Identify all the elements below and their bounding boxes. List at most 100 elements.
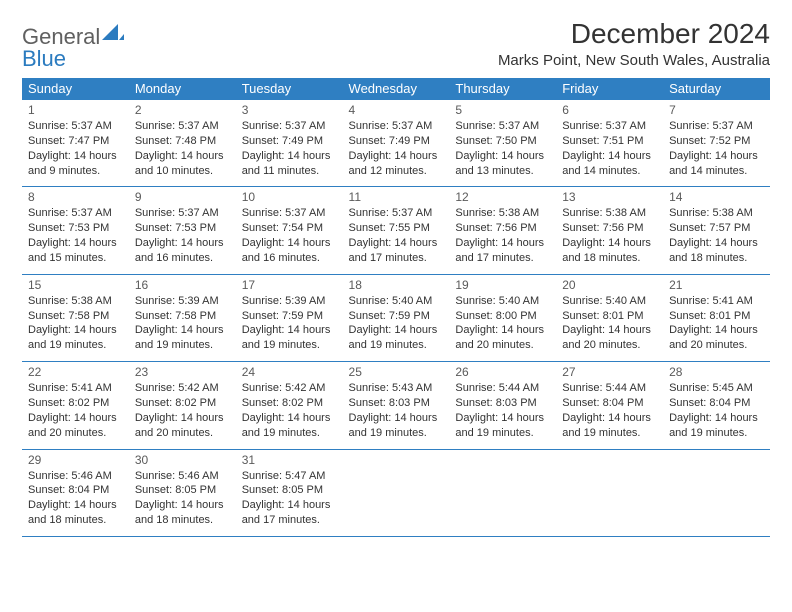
day-number: 16 xyxy=(135,278,230,292)
day-number: 31 xyxy=(242,453,337,467)
day-number: 22 xyxy=(28,365,123,379)
weekday-header: Sunday xyxy=(22,78,129,100)
calendar-week-row: 8 Sunrise: 5:37 AMSunset: 7:53 PMDaylight… xyxy=(22,187,770,274)
day-number: 10 xyxy=(242,190,337,204)
calendar-day-cell: 31 Sunrise: 5:47 AMSunset: 8:05 PMDayligh… xyxy=(236,449,343,536)
day-number: 29 xyxy=(28,453,123,467)
day-number: 7 xyxy=(669,103,764,117)
day-info: Sunrise: 5:37 AMSunset: 7:55 PMDaylight:… xyxy=(349,206,444,265)
day-number: 12 xyxy=(455,190,550,204)
day-number: 28 xyxy=(669,365,764,379)
day-number: 1 xyxy=(28,103,123,117)
day-number: 20 xyxy=(562,278,657,292)
day-number: 3 xyxy=(242,103,337,117)
calendar-day-cell xyxy=(556,449,663,536)
day-number: 26 xyxy=(455,365,550,379)
brand-part2: Blue xyxy=(22,46,66,71)
calendar-day-cell: 2Sunrise: 5:37 AMSunset: 7:48 PMDaylight… xyxy=(129,100,236,187)
day-number: 27 xyxy=(562,365,657,379)
calendar-day-cell: 4 Sunrise: 5:37 AMSunset: 7:49 PMDaylight… xyxy=(343,100,450,187)
day-info: Sunrise: 5:39 AMSunset: 7:59 PMDaylight:… xyxy=(242,294,337,353)
day-info: Sunrise: 5:40 AMSunset: 8:00 PMDaylight:… xyxy=(455,294,550,353)
day-number: 15 xyxy=(28,278,123,292)
day-info: Sunrise: 5:39 AMSunset: 7:58 PMDaylight:… xyxy=(135,294,230,353)
day-info: Sunrise: 5:46 AMSunset: 8:05 PMDaylight:… xyxy=(135,469,230,528)
day-info: Sunrise: 5:37 AMSunset: 7:49 PMDaylight:… xyxy=(242,119,337,178)
calendar-week-row: 1 Sunrise: 5:37 AMSunset: 7:47 PMDaylight… xyxy=(22,100,770,187)
calendar-week-row: 22 Sunrise: 5:41 AMSunset: 8:02 PMDayligh… xyxy=(22,362,770,449)
weekday-header: Monday xyxy=(129,78,236,100)
day-number: 6 xyxy=(562,103,657,117)
calendar-day-cell: 24Sunrise: 5:42 AMSunset: 8:02 PMDayligh… xyxy=(236,362,343,449)
weekday-header: Friday xyxy=(556,78,663,100)
day-number: 5 xyxy=(455,103,550,117)
day-info: Sunrise: 5:40 AMSunset: 8:01 PMDaylight:… xyxy=(562,294,657,353)
day-info: Sunrise: 5:44 AMSunset: 8:03 PMDaylight:… xyxy=(455,381,550,440)
calendar-day-cell: 28 Sunrise: 5:45 AMSunset: 8:04 PMDayligh… xyxy=(663,362,770,449)
day-info: Sunrise: 5:37 AMSunset: 7:49 PMDaylight:… xyxy=(349,119,444,178)
day-info: Sunrise: 5:43 AMSunset: 8:03 PMDaylight:… xyxy=(349,381,444,440)
calendar-day-cell xyxy=(343,449,450,536)
calendar-day-cell: 29Sunrise: 5:46 AMSunset: 8:04 PMDayligh… xyxy=(22,449,129,536)
calendar-day-cell: 25Sunrise: 5:43 AMSunset: 8:03 PMDayligh… xyxy=(343,362,450,449)
calendar-day-cell: 15 Sunrise: 5:38 AMSunset: 7:58 PMDayligh… xyxy=(22,274,129,361)
calendar-week-row: 15 Sunrise: 5:38 AMSunset: 7:58 PMDayligh… xyxy=(22,274,770,361)
day-number: 19 xyxy=(455,278,550,292)
day-info: Sunrise: 5:38 AMSunset: 7:56 PMDaylight:… xyxy=(455,206,550,265)
day-number: 14 xyxy=(669,190,764,204)
day-info: Sunrise: 5:40 AMSunset: 7:59 PMDaylight:… xyxy=(349,294,444,353)
day-number: 23 xyxy=(135,365,230,379)
brand-logo: General Blue xyxy=(22,18,124,70)
calendar-day-cell xyxy=(449,449,556,536)
calendar-day-cell: 11 Sunrise: 5:37 AMSunset: 7:55 PMDayligh… xyxy=(343,187,450,274)
day-info: Sunrise: 5:45 AMSunset: 8:04 PMDaylight:… xyxy=(669,381,764,440)
day-info: Sunrise: 5:37 AMSunset: 7:53 PMDaylight:… xyxy=(28,206,123,265)
calendar-day-cell: 14 Sunrise: 5:38 AMSunset: 7:57 PMDayligh… xyxy=(663,187,770,274)
day-number: 21 xyxy=(669,278,764,292)
day-info: Sunrise: 5:41 AMSunset: 8:01 PMDaylight:… xyxy=(669,294,764,353)
calendar-table: SundayMondayTuesdayWednesdayThursdayFrid… xyxy=(22,78,770,537)
day-info: Sunrise: 5:38 AMSunset: 7:56 PMDaylight:… xyxy=(562,206,657,265)
calendar-day-cell: 17Sunrise: 5:39 AMSunset: 7:59 PMDayligh… xyxy=(236,274,343,361)
day-info: Sunrise: 5:38 AMSunset: 7:58 PMDaylight:… xyxy=(28,294,123,353)
calendar-day-cell: 3 Sunrise: 5:37 AMSunset: 7:49 PMDaylight… xyxy=(236,100,343,187)
calendar-day-cell: 5 Sunrise: 5:37 AMSunset: 7:50 PMDaylight… xyxy=(449,100,556,187)
calendar-day-cell: 27 Sunrise: 5:44 AMSunset: 8:04 PMDayligh… xyxy=(556,362,663,449)
calendar-day-cell: 21 Sunrise: 5:41 AMSunset: 8:01 PMDayligh… xyxy=(663,274,770,361)
day-info: Sunrise: 5:42 AMSunset: 8:02 PMDaylight:… xyxy=(135,381,230,440)
calendar-day-cell: 6 Sunrise: 5:37 AMSunset: 7:51 PMDaylight… xyxy=(556,100,663,187)
day-info: Sunrise: 5:38 AMSunset: 7:57 PMDaylight:… xyxy=(669,206,764,265)
weekday-header: Saturday xyxy=(663,78,770,100)
calendar-day-cell: 19 Sunrise: 5:40 AMSunset: 8:00 PMDayligh… xyxy=(449,274,556,361)
calendar-day-cell: 20 Sunrise: 5:40 AMSunset: 8:01 PMDayligh… xyxy=(556,274,663,361)
day-number: 11 xyxy=(349,190,444,204)
header-right: December 2024 Marks Point, New South Wal… xyxy=(498,18,770,69)
calendar-week-row: 29Sunrise: 5:46 AMSunset: 8:04 PMDayligh… xyxy=(22,449,770,536)
calendar-day-cell: 26 Sunrise: 5:44 AMSunset: 8:03 PMDayligh… xyxy=(449,362,556,449)
day-number: 8 xyxy=(28,190,123,204)
weekday-header: Tuesday xyxy=(236,78,343,100)
calendar-day-cell: 23 Sunrise: 5:42 AMSunset: 8:02 PMDayligh… xyxy=(129,362,236,449)
day-info: Sunrise: 5:47 AMSunset: 8:05 PMDaylight:… xyxy=(242,469,337,528)
page-title: December 2024 xyxy=(498,18,770,50)
day-info: Sunrise: 5:37 AMSunset: 7:50 PMDaylight:… xyxy=(455,119,550,178)
calendar-day-cell xyxy=(663,449,770,536)
calendar-day-cell: 1 Sunrise: 5:37 AMSunset: 7:47 PMDaylight… xyxy=(22,100,129,187)
day-number: 30 xyxy=(135,453,230,467)
weekday-header: Thursday xyxy=(449,78,556,100)
day-number: 4 xyxy=(349,103,444,117)
day-number: 18 xyxy=(349,278,444,292)
calendar-day-cell: 18 Sunrise: 5:40 AMSunset: 7:59 PMDayligh… xyxy=(343,274,450,361)
weekday-header: Wednesday xyxy=(343,78,450,100)
calendar-day-cell: 16 Sunrise: 5:39 AMSunset: 7:58 PMDayligh… xyxy=(129,274,236,361)
calendar-day-cell: 13Sunrise: 5:38 AMSunset: 7:56 PMDayligh… xyxy=(556,187,663,274)
day-info: Sunrise: 5:37 AMSunset: 7:51 PMDaylight:… xyxy=(562,119,657,178)
location-label: Marks Point, New South Wales, Australia xyxy=(498,52,770,69)
day-info: Sunrise: 5:37 AMSunset: 7:47 PMDaylight:… xyxy=(28,119,123,178)
calendar-day-cell: 22 Sunrise: 5:41 AMSunset: 8:02 PMDayligh… xyxy=(22,362,129,449)
sail-icon xyxy=(102,24,124,40)
day-info: Sunrise: 5:37 AMSunset: 7:53 PMDaylight:… xyxy=(135,206,230,265)
day-info: Sunrise: 5:41 AMSunset: 8:02 PMDaylight:… xyxy=(28,381,123,440)
day-info: Sunrise: 5:37 AMSunset: 7:48 PMDaylight:… xyxy=(135,119,230,178)
day-info: Sunrise: 5:44 AMSunset: 8:04 PMDaylight:… xyxy=(562,381,657,440)
